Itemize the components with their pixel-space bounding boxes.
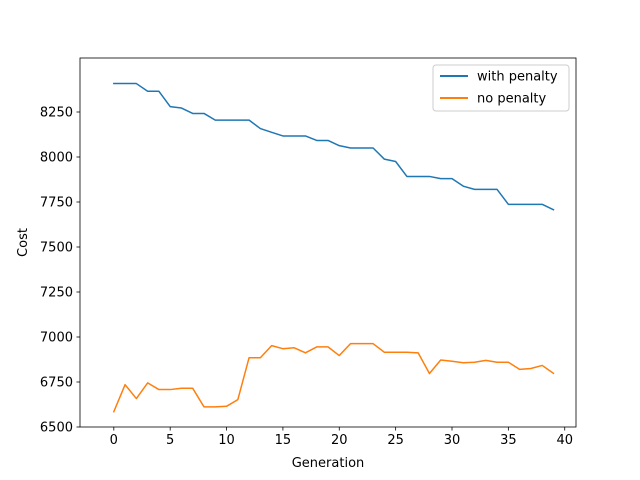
plot-area	[79, 57, 577, 428]
y-tick-label: 7750	[40, 196, 73, 211]
legend-label-with-penalty: with penalty	[477, 70, 558, 85]
y-axis-ticks: 6500 6750 7000 7250 7500 7750 8000 8250	[40, 106, 80, 436]
x-tick-label: 35	[500, 433, 517, 448]
x-tick-label: 15	[275, 433, 292, 448]
x-tick-label: 10	[218, 433, 235, 448]
y-tick-label: 7500	[40, 241, 73, 256]
x-tick-label: 40	[556, 433, 573, 448]
x-tick-label: 5	[166, 433, 174, 448]
y-tick-label: 8250	[40, 106, 73, 121]
x-tick-label: 30	[444, 433, 461, 448]
x-axis-ticks: 0 5 10 15 20 25 30 35 40	[110, 427, 573, 448]
x-tick-label: 0	[110, 433, 118, 448]
x-tick-label: 20	[331, 433, 348, 448]
y-tick-label: 6500	[40, 421, 73, 436]
y-tick-label: 7000	[40, 331, 73, 346]
x-tick-label: 25	[387, 433, 404, 448]
legend-label-no-penalty: no penalty	[477, 92, 546, 107]
series-line-no-penalty	[112, 342, 555, 413]
axes-frame	[79, 57, 577, 428]
y-axis-title: Cost	[16, 228, 31, 257]
y-tick-label: 7250	[40, 286, 73, 301]
legend: with penalty no penalty	[432, 64, 570, 112]
y-tick-label: 6750	[40, 376, 73, 391]
y-tick-label: 8000	[40, 151, 73, 166]
x-axis-title: Generation	[292, 456, 365, 471]
series-line-with-penalty	[113, 82, 555, 211]
